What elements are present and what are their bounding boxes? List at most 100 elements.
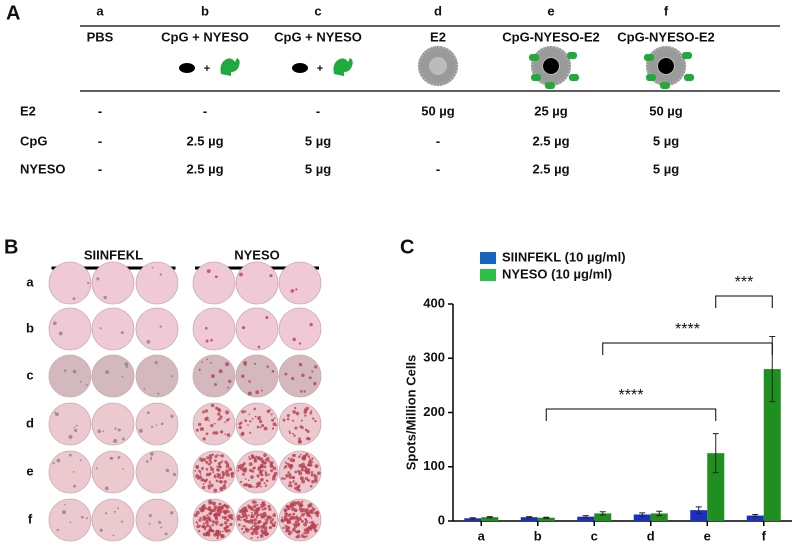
y-axis-label: Spots/Million Cells — [403, 355, 418, 471]
well — [48, 354, 92, 398]
spot — [293, 508, 298, 513]
spot — [288, 430, 291, 433]
spot — [240, 527, 244, 531]
cell: 5 µg — [653, 161, 679, 176]
bar — [481, 517, 499, 521]
spot — [208, 502, 212, 505]
well — [91, 307, 135, 351]
spot — [95, 467, 98, 470]
e2-spike — [539, 47, 549, 61]
spot — [122, 467, 124, 470]
well — [235, 450, 279, 494]
spot — [286, 417, 290, 421]
spot — [282, 418, 286, 422]
e2-spike — [669, 49, 681, 62]
y-tick-label: 400 — [423, 295, 445, 310]
spot — [145, 460, 149, 463]
spot — [249, 431, 252, 434]
spot — [99, 528, 103, 532]
spot — [253, 504, 257, 508]
cell: 2.5 µg — [532, 133, 569, 148]
e2-spike — [423, 70, 435, 83]
spot — [63, 369, 67, 373]
e2-spike — [666, 72, 675, 86]
cpg-icon — [292, 63, 308, 73]
spot — [255, 527, 259, 531]
spot — [307, 471, 311, 475]
spot — [225, 473, 230, 477]
cell: - — [98, 103, 102, 118]
spot — [299, 453, 302, 456]
spot — [301, 500, 304, 503]
spot — [247, 424, 249, 426]
e2-spike — [657, 46, 666, 60]
spot — [263, 482, 266, 485]
spot — [295, 486, 300, 491]
spot — [150, 456, 153, 459]
spot — [148, 522, 151, 525]
spot — [311, 370, 314, 373]
spot — [256, 425, 260, 429]
spot — [259, 469, 262, 472]
spot — [289, 458, 294, 462]
spot — [306, 535, 308, 537]
spot — [259, 426, 262, 429]
e2-spike — [531, 61, 545, 67]
spot — [73, 426, 76, 429]
well — [235, 402, 279, 446]
error-bar — [526, 516, 533, 519]
well — [48, 450, 92, 494]
e2-spike — [441, 70, 453, 83]
spot — [221, 530, 224, 533]
spot — [172, 472, 177, 477]
well — [135, 261, 179, 305]
spot — [285, 473, 290, 478]
spot — [259, 464, 264, 469]
spot — [288, 517, 293, 521]
spot — [307, 437, 311, 441]
spot — [237, 514, 241, 519]
spot — [301, 479, 306, 484]
nyeso-icon — [529, 54, 539, 61]
spot — [294, 470, 298, 474]
spot — [268, 507, 272, 512]
spot — [230, 471, 235, 475]
spot — [202, 522, 205, 525]
spot — [219, 430, 224, 434]
spot — [85, 517, 89, 520]
e2-spike — [646, 65, 660, 71]
spot — [155, 424, 158, 426]
spot — [253, 466, 256, 470]
spot — [297, 469, 300, 472]
spot — [99, 327, 102, 330]
spot — [205, 520, 209, 525]
bar — [577, 516, 595, 521]
spot — [204, 516, 208, 521]
well — [235, 307, 279, 351]
spot — [310, 517, 313, 519]
spot — [223, 480, 227, 484]
spot — [261, 508, 264, 511]
spot — [309, 322, 313, 327]
bar — [594, 513, 612, 521]
spot — [311, 479, 315, 484]
e2-spike — [433, 46, 439, 60]
spot — [240, 516, 243, 519]
spot — [287, 457, 290, 460]
spot — [271, 418, 275, 422]
group-header: SIINFEKL — [84, 247, 143, 262]
spot — [248, 380, 251, 383]
spot — [240, 463, 245, 468]
error-bar — [656, 510, 663, 517]
e2-spike — [542, 72, 551, 86]
spot — [299, 476, 304, 481]
spot — [112, 534, 115, 537]
spot — [228, 467, 233, 472]
spot — [220, 523, 224, 527]
column-name: PBS — [87, 29, 114, 44]
spot — [286, 519, 290, 523]
e2-spike — [657, 72, 666, 86]
y-tick-label: 100 — [423, 458, 445, 473]
spot — [296, 501, 301, 505]
spot — [312, 417, 315, 420]
